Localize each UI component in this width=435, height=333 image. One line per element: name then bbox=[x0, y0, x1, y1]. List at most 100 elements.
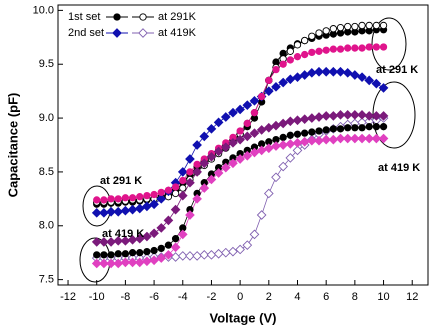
marker-diamond bbox=[285, 116, 296, 127]
marker-circle bbox=[308, 32, 316, 40]
marker-diamond bbox=[314, 135, 324, 146]
marker-diamond bbox=[127, 257, 138, 268]
marker-diamond bbox=[170, 204, 181, 215]
marker-circle bbox=[272, 65, 280, 74]
marker-diamond bbox=[256, 125, 267, 135]
plot-frame bbox=[57, 4, 429, 286]
marker-circle bbox=[379, 21, 388, 30]
marker-circle bbox=[344, 124, 352, 132]
annotation: at 291 K bbox=[100, 175, 142, 187]
marker-diamond bbox=[91, 258, 102, 269]
marker-diamond bbox=[278, 118, 288, 129]
marker-diamond bbox=[228, 107, 238, 118]
marker-diamond bbox=[206, 152, 217, 162]
marker-diamond bbox=[220, 142, 231, 152]
marker-diamond bbox=[249, 96, 260, 106]
marker-circle bbox=[121, 194, 130, 202]
marker-circle bbox=[286, 131, 294, 139]
marker-circle bbox=[171, 189, 180, 198]
marker-diamond bbox=[213, 248, 224, 259]
marker-circle bbox=[286, 56, 294, 64]
x-tick-label: -4 bbox=[178, 291, 188, 303]
legend-label: 2nd set bbox=[68, 27, 104, 39]
marker-diamond bbox=[292, 145, 303, 156]
marker-circle bbox=[107, 251, 115, 259]
marker-circle bbox=[322, 46, 330, 54]
marker-circle bbox=[136, 193, 144, 201]
marker-diamond bbox=[170, 242, 181, 253]
marker-diamond bbox=[314, 66, 324, 77]
marker-diamond bbox=[206, 174, 217, 185]
marker-diamond bbox=[278, 140, 288, 150]
marker-diamond bbox=[278, 77, 288, 88]
marker-diamond bbox=[235, 244, 245, 255]
marker-diamond bbox=[228, 246, 238, 257]
annotation: at 291 K bbox=[376, 64, 418, 76]
marker-diamond bbox=[177, 190, 188, 201]
marker-diamond bbox=[271, 141, 281, 151]
marker-circle bbox=[286, 47, 294, 55]
marker-circle bbox=[143, 247, 151, 256]
marker-diamond bbox=[335, 66, 346, 77]
marker-diamond bbox=[163, 250, 174, 260]
marker-diamond bbox=[192, 167, 202, 177]
marker-diamond bbox=[285, 153, 296, 163]
legend-label: at 419K bbox=[158, 27, 197, 39]
marker-diamond bbox=[292, 138, 303, 148]
marker-circle bbox=[329, 125, 337, 133]
marker-diamond bbox=[299, 114, 310, 124]
x-tick-label: -10 bbox=[89, 291, 105, 303]
x-tick-label: -2 bbox=[207, 291, 217, 303]
marker-diamond bbox=[378, 111, 389, 121]
x-tick-label: 0 bbox=[237, 291, 243, 303]
marker-circle bbox=[301, 36, 309, 45]
marker-diamond bbox=[127, 204, 138, 215]
marker-diamond bbox=[99, 237, 109, 247]
x-tick-label: -12 bbox=[60, 291, 76, 303]
marker-circle bbox=[257, 92, 266, 101]
marker-circle bbox=[114, 195, 122, 203]
x-tick-label: 4 bbox=[294, 291, 300, 303]
marker-circle bbox=[150, 190, 158, 199]
marker-circle bbox=[164, 186, 173, 194]
marker-diamond bbox=[357, 133, 367, 144]
marker-circle bbox=[136, 249, 144, 257]
marker-diamond bbox=[163, 215, 174, 226]
marker-diamond bbox=[206, 250, 217, 260]
marker-circle bbox=[329, 45, 337, 53]
marker-diamond bbox=[106, 258, 116, 269]
marker-circle bbox=[193, 160, 201, 169]
marker-circle bbox=[301, 50, 309, 59]
marker-diamond bbox=[278, 161, 288, 172]
marker-diamond bbox=[321, 111, 332, 121]
legend-marker bbox=[113, 13, 121, 21]
marker-diamond bbox=[120, 257, 131, 268]
marker-diamond bbox=[134, 203, 145, 214]
marker-diamond bbox=[185, 251, 195, 261]
marker-circle bbox=[93, 251, 101, 259]
marker-circle bbox=[186, 168, 194, 176]
marker-circle bbox=[336, 125, 345, 133]
y-tick-label: 9.5 bbox=[39, 58, 54, 70]
marker-diamond bbox=[285, 139, 296, 149]
marker-diamond bbox=[350, 133, 360, 144]
marker-circle bbox=[250, 109, 259, 117]
marker-circle bbox=[265, 76, 273, 85]
marker-diamond bbox=[142, 231, 152, 242]
y-tick-label: 8.5 bbox=[39, 166, 54, 178]
annotation: at 419 K bbox=[102, 228, 144, 240]
marker-diamond bbox=[271, 120, 281, 131]
marker-diamond bbox=[328, 111, 339, 121]
marker-circle bbox=[279, 133, 287, 142]
marker-circle bbox=[114, 250, 122, 258]
marker-diamond bbox=[120, 205, 131, 216]
marker-circle bbox=[365, 123, 373, 131]
marker-diamond bbox=[249, 147, 260, 158]
marker-diamond bbox=[170, 252, 181, 262]
marker-diamond bbox=[263, 122, 274, 133]
marker-diamond bbox=[371, 133, 382, 144]
y-tick-label: 9.0 bbox=[39, 112, 54, 124]
marker-diamond bbox=[299, 70, 310, 80]
marker-diamond bbox=[357, 72, 367, 82]
marker-circle bbox=[351, 124, 359, 132]
